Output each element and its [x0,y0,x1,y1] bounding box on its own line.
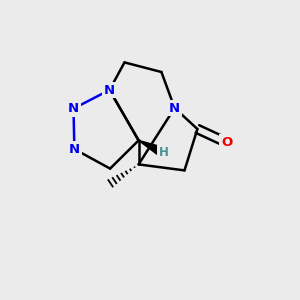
Text: H: H [159,146,169,160]
Polygon shape [139,140,166,158]
Text: O: O [221,136,232,149]
Text: N: N [69,142,80,156]
Text: N: N [169,101,180,115]
Text: N: N [68,102,79,115]
Text: N: N [104,83,115,97]
